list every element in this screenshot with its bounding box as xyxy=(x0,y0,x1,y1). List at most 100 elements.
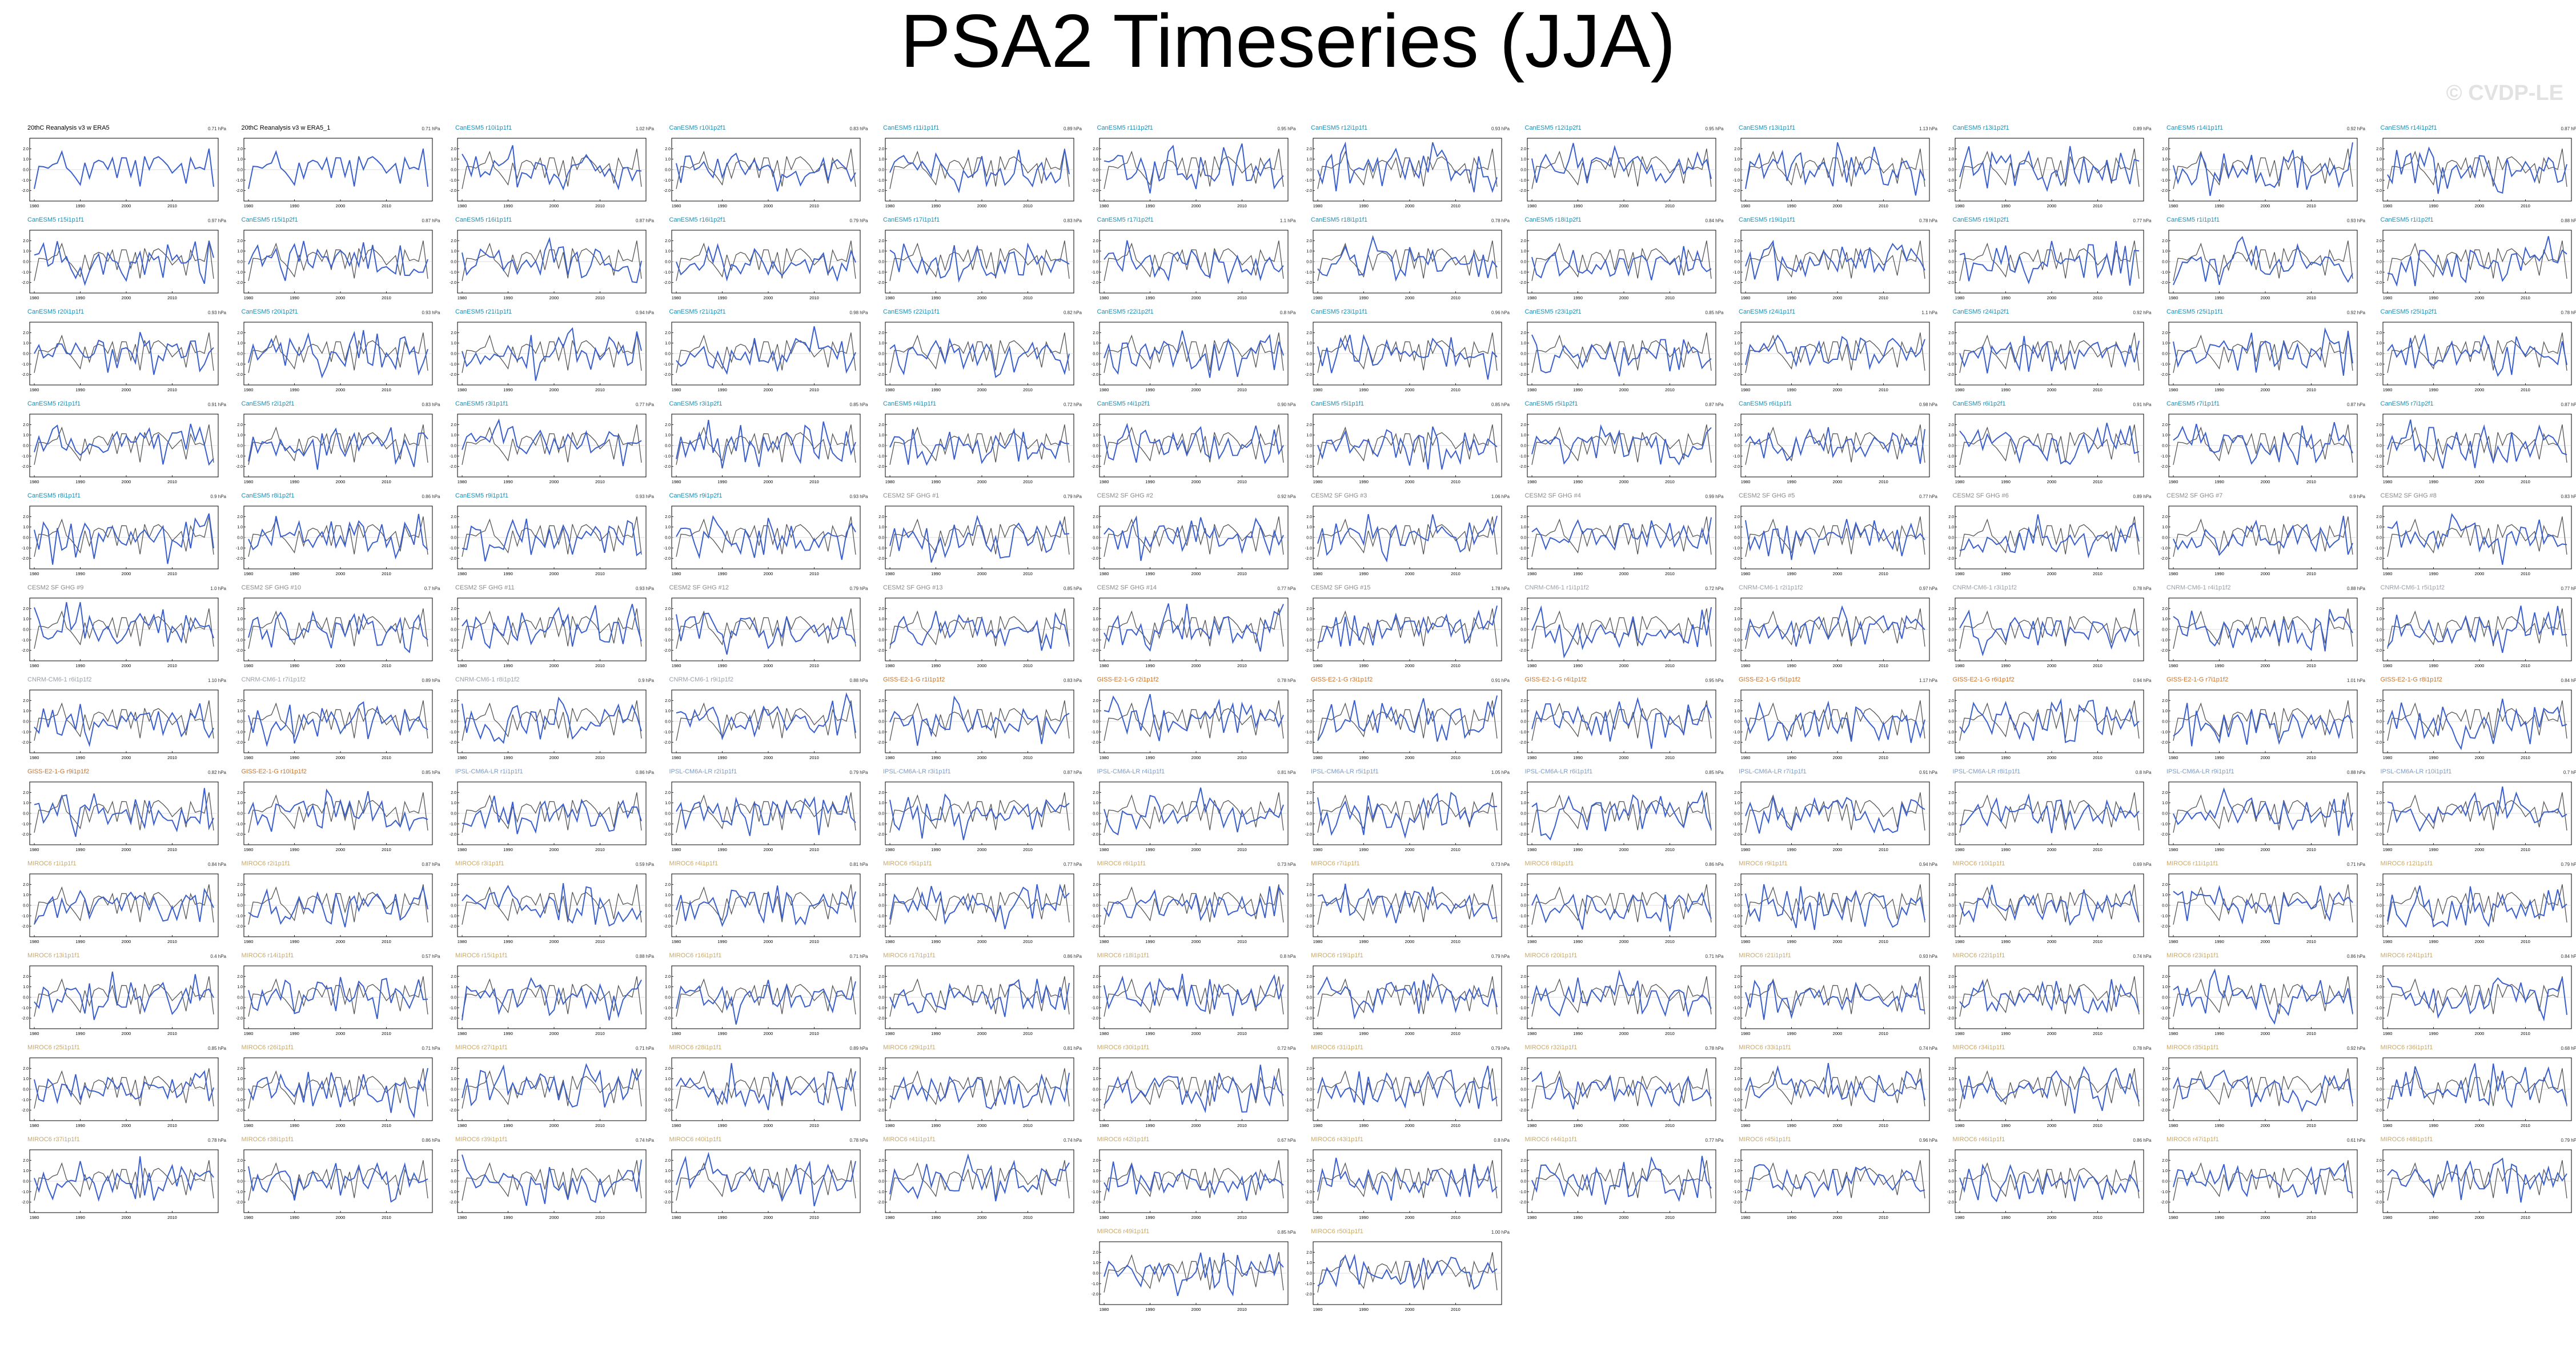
panel-title: CanESM5 r15i1p1f1 xyxy=(27,216,85,223)
x-tick-label: 2000 xyxy=(2047,479,2056,484)
x-tick-label: 2000 xyxy=(2047,1031,2056,1036)
observed-series-line xyxy=(1103,1252,1284,1293)
x-tick-label: 1990 xyxy=(2429,479,2438,484)
y-tick-label: 1.0 xyxy=(237,709,243,713)
y-tick-label: 0.0 xyxy=(2376,1180,2382,1184)
timeseries-panel: MIROC6 r1i1p1f1 0.84 hPa 2.0 1.0 0.0 -1.0 -2.0… xyxy=(22,860,228,947)
model-series-line xyxy=(462,519,642,561)
panel-stat: 0.81 hPa xyxy=(1063,1046,1082,1051)
y-tick-label: 1.0 xyxy=(1306,801,1312,805)
x-tick-label: 2010 xyxy=(1451,663,1460,668)
x-tick-label: 2000 xyxy=(977,1123,987,1128)
y-tick-label: 0.0 xyxy=(1306,628,1312,632)
panel-title: GISS-E2-1-G r5i1p1f2 xyxy=(1739,676,1801,683)
y-tick-label: 2.0 xyxy=(451,883,456,887)
y-tick-label: 2.0 xyxy=(1734,147,1740,151)
y-tick-label: -1.0 xyxy=(1519,547,1526,551)
panel-stat: 0.88 hPa xyxy=(2561,218,2576,223)
x-tick-label: 1990 xyxy=(1359,479,1369,484)
x-tick-label: 1990 xyxy=(2001,1031,2011,1036)
timeseries-panel: MIROC6 r17i1p1f1 0.86 hPa 2.0 1.0 0.0 -1.0 -2.… xyxy=(877,952,1084,1039)
x-tick-label: 2000 xyxy=(2261,571,2270,576)
y-tick-label: 1.0 xyxy=(2162,434,2168,438)
y-tick-label: -2.0 xyxy=(663,833,670,837)
timeseries-panel: CNRM-CM6-1 r3i1p1f2 0.78 hPa 2.0 1.0 0.0 -1.0… xyxy=(1947,584,2154,671)
panel-title: GISS-E2-1-G r7i1p1f2 xyxy=(2166,676,2229,683)
model-series-line xyxy=(1317,605,1498,647)
panel-title: MIROC6 r9i1p1f1 xyxy=(1739,860,1788,867)
panel-stat: 0.79 hPa xyxy=(2561,862,2576,867)
model-series-line xyxy=(34,423,214,466)
y-tick-label: -1.0 xyxy=(663,547,670,551)
observed-series-line xyxy=(462,884,642,925)
x-tick-label: 2000 xyxy=(2474,1031,2484,1036)
x-tick-label: 2000 xyxy=(1833,203,1843,208)
timeseries-panel: CanESM5 r14i1p1f1 0.92 hPa 2.0 1.0 0.0 -1.0 -2… xyxy=(2161,125,2368,211)
observed-series-line xyxy=(675,516,856,557)
y-tick-label: -2.0 xyxy=(1305,649,1312,653)
panel-title: MIROC6 r2i1p1f1 xyxy=(241,860,291,867)
x-tick-label: 2010 xyxy=(2093,663,2102,668)
y-tick-label: -1.0 xyxy=(450,639,456,643)
y-tick-label: 2.0 xyxy=(665,1159,671,1163)
model-series-line xyxy=(1959,336,2140,374)
timeseries-panel: MIROC6 r49i1p1f1 0.85 hPa 2.0 1.0 0.0 -1.0 -2.… xyxy=(1091,1228,1298,1315)
panel-stat: 0.93 hPa xyxy=(635,586,654,591)
panel-title: CanESM5 r7i1p2f1 xyxy=(2380,400,2434,407)
y-tick-label: -1.0 xyxy=(2161,639,2168,643)
panel-stat: 0.91 hPa xyxy=(1491,678,1510,683)
x-tick-label: 2010 xyxy=(1023,939,1033,944)
y-tick-label: -1.0 xyxy=(1091,639,1098,643)
x-tick-label: 2010 xyxy=(595,479,605,484)
x-tick-label: 2010 xyxy=(1451,939,1460,944)
y-tick-label: 2.0 xyxy=(23,331,29,335)
y-tick-label: 1.0 xyxy=(451,617,456,621)
timeseries-panel: CanESM5 r2i1p2f1 0.83 hPa 2.0 1.0 0.0 -1.0 -2.… xyxy=(235,400,443,487)
y-tick-label: 2.0 xyxy=(878,883,884,887)
x-tick-label: 1990 xyxy=(75,1215,85,1220)
y-tick-label: 1.0 xyxy=(1948,158,1954,162)
panel-title: CanESM5 r22i1p2f1 xyxy=(1097,308,1154,315)
x-tick-label: 2000 xyxy=(2047,939,2056,944)
x-tick-label: 2010 xyxy=(1023,1123,1033,1128)
y-tick-label: 1.0 xyxy=(2376,617,2382,621)
model-series-line xyxy=(247,885,428,928)
y-tick-label: -2.0 xyxy=(450,741,456,745)
model-series-line xyxy=(1745,519,1925,560)
x-tick-label: 2010 xyxy=(1237,203,1247,208)
panel-title: CanESM5 r20i1p1f1 xyxy=(27,308,85,315)
y-tick-label: 2.0 xyxy=(2162,331,2168,335)
y-tick-label: 0.0 xyxy=(1093,720,1098,724)
x-tick-label: 1980 xyxy=(1527,1123,1536,1128)
y-tick-label: -2.0 xyxy=(22,373,29,377)
y-tick-label: 1.0 xyxy=(1306,434,1312,438)
y-tick-label: -2.0 xyxy=(1305,189,1312,193)
observed-series-line xyxy=(1959,976,2140,1017)
observed-series-line xyxy=(1959,884,2140,925)
x-tick-label: 1980 xyxy=(2169,387,2178,392)
panel-stat: 0.96 hPa xyxy=(1919,1138,1937,1143)
panel-title: MIROC6 r48i1p1f1 xyxy=(2380,1136,2433,1143)
x-tick-label: 2010 xyxy=(2093,479,2102,484)
x-tick-label: 2000 xyxy=(122,1215,131,1220)
y-tick-label: 1.0 xyxy=(237,985,243,989)
observed-series-line xyxy=(462,976,642,1017)
y-tick-label: 1.0 xyxy=(237,893,243,897)
timeseries-panel: CanESM5 r19i1p1f1 0.78 hPa 2.0 1.0 0.0 -1.0 -2… xyxy=(1733,216,1940,303)
x-tick-label: 1990 xyxy=(931,1123,941,1128)
x-tick-label: 2010 xyxy=(809,295,819,300)
y-tick-label: -1.0 xyxy=(22,639,29,643)
y-tick-label: -1.0 xyxy=(1947,914,1953,918)
y-tick-label: 2.0 xyxy=(237,1159,243,1163)
observed-series-line xyxy=(1745,1068,1925,1109)
x-tick-label: 2000 xyxy=(763,295,773,300)
x-tick-label: 2000 xyxy=(2261,479,2270,484)
x-tick-label: 1980 xyxy=(1313,387,1323,392)
model-series-line xyxy=(1103,330,1284,378)
